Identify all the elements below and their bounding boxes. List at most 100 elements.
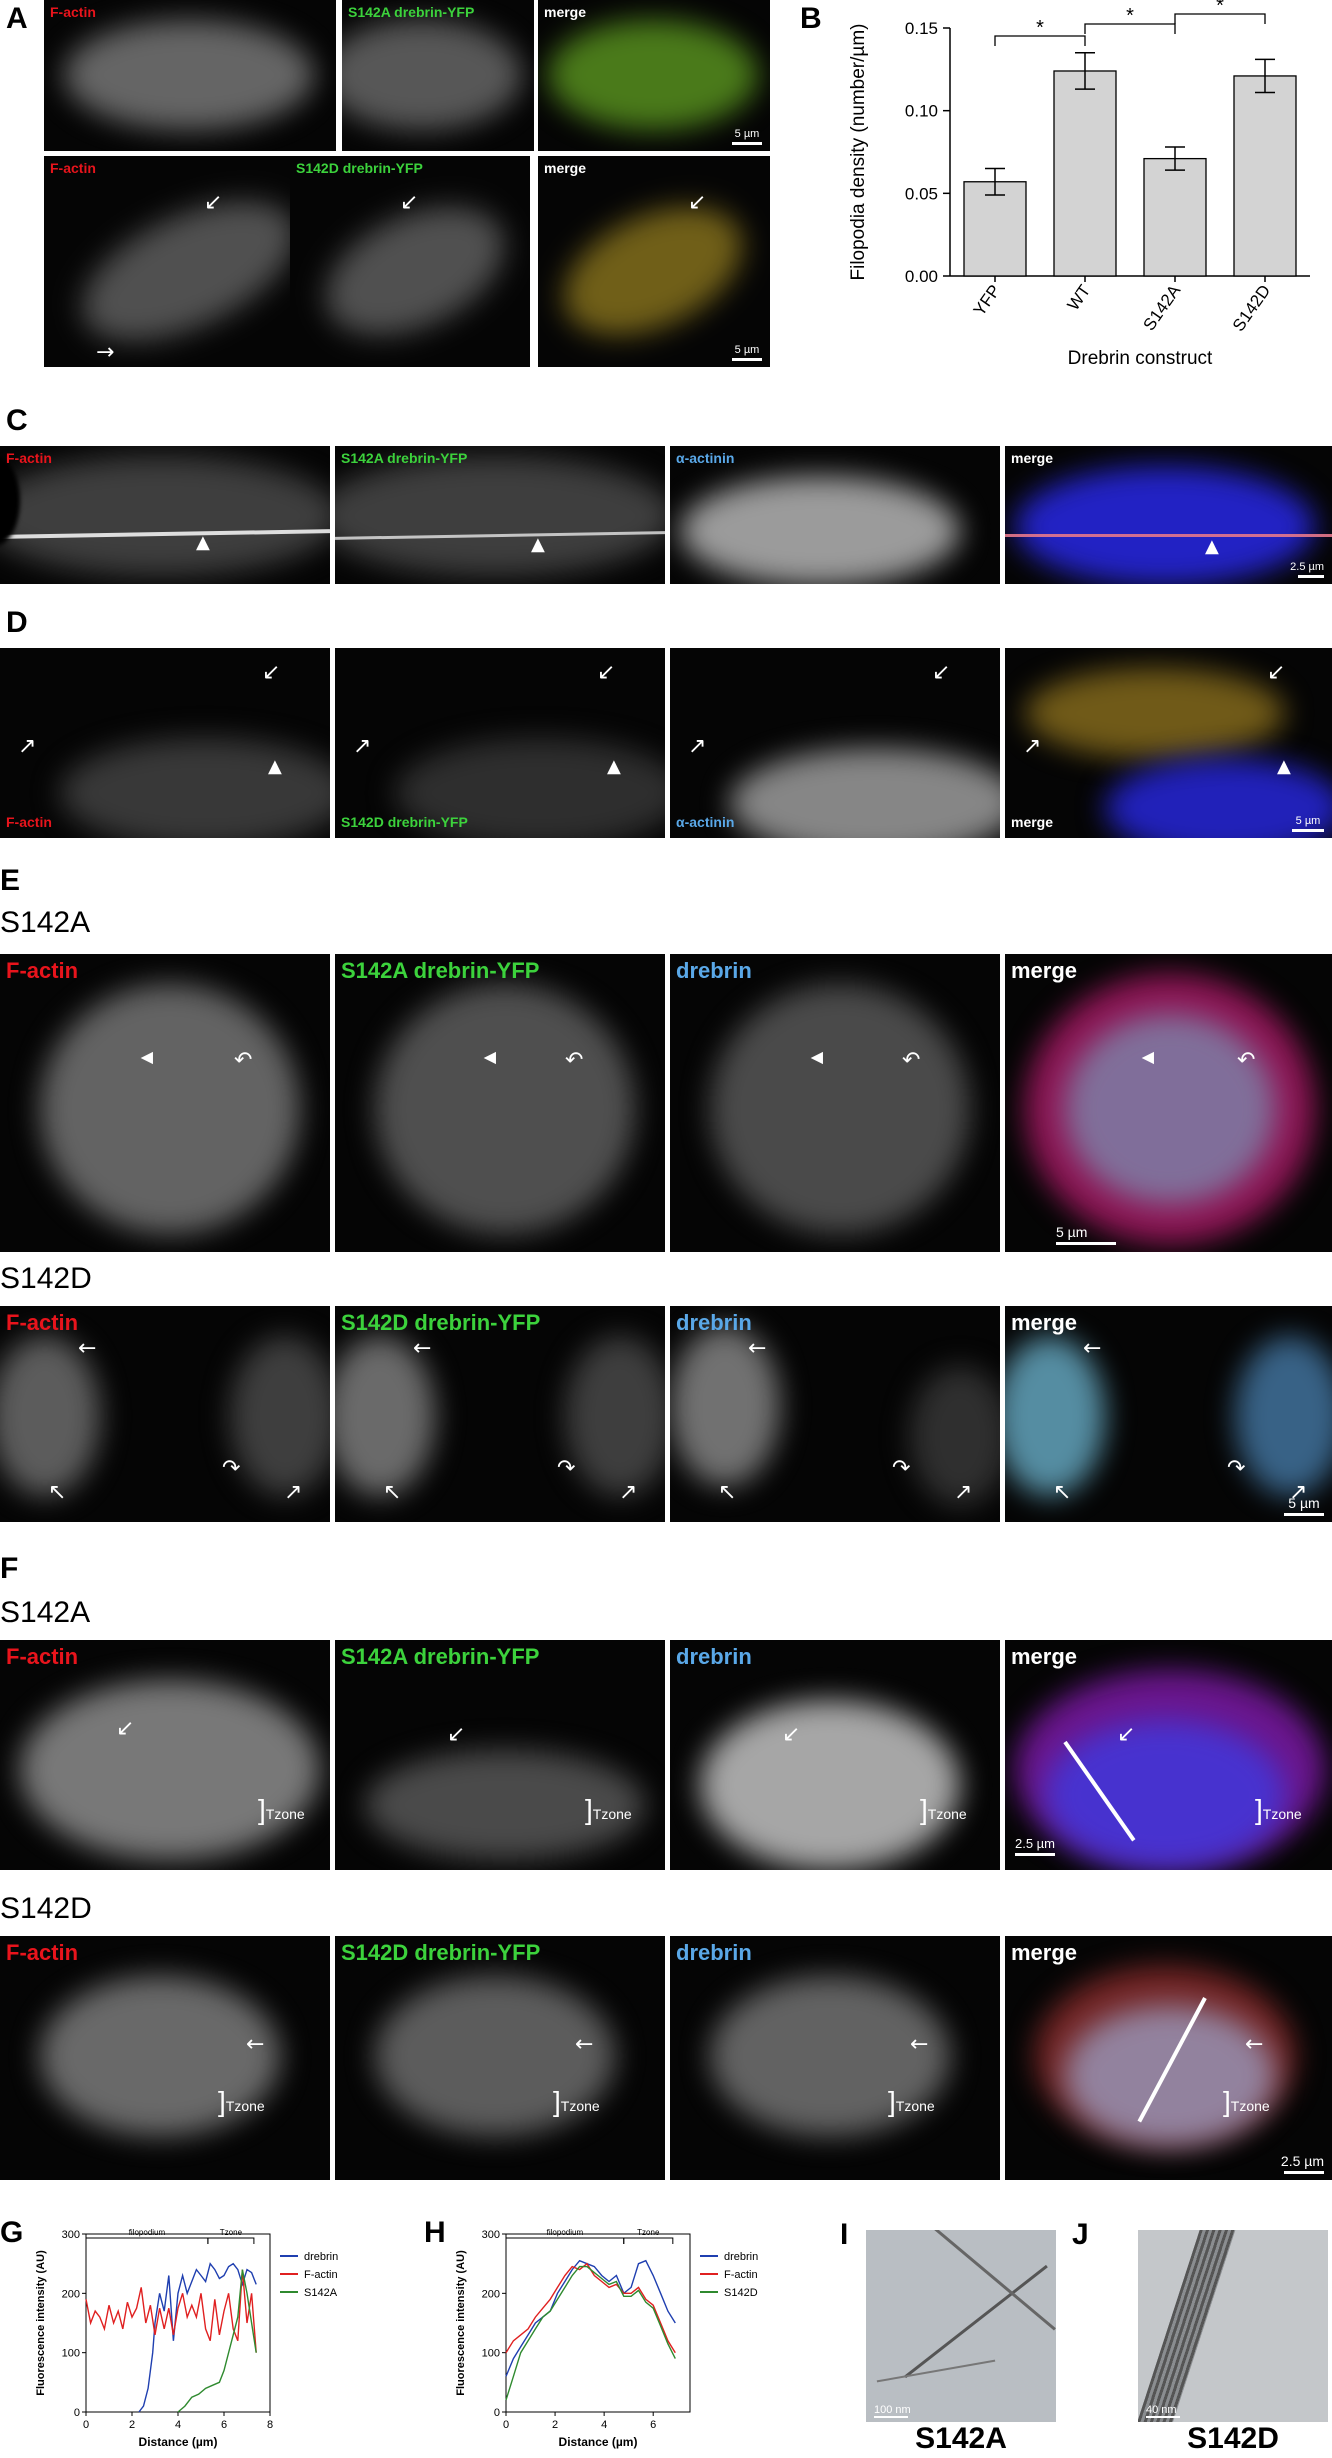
region-label: Tzone bbox=[220, 2228, 243, 2237]
arrowhead-icon: ▲ bbox=[1205, 538, 1219, 556]
legend-label: drebrin bbox=[724, 2251, 758, 2263]
bar bbox=[1054, 71, 1116, 276]
scale-bar: 2.5 µm bbox=[1290, 561, 1324, 578]
channel-label: F-actin bbox=[6, 450, 52, 466]
channel-label: F-actin bbox=[6, 1644, 78, 1670]
y-tick-label: 0.10 bbox=[905, 102, 938, 121]
x-tick-label: 2 bbox=[129, 2419, 135, 2431]
row-title: S142D bbox=[0, 1892, 92, 1926]
y-tick-label: 0 bbox=[74, 2407, 80, 2419]
channel-label: merge bbox=[544, 4, 586, 20]
arrowhead-icon: ▲ bbox=[1277, 758, 1291, 776]
channel-label: merge bbox=[1011, 1940, 1077, 1966]
micrograph-a-merge-s142d: merge ↙ 5 µm bbox=[538, 156, 770, 367]
tzone-label: ]Tzone bbox=[553, 2086, 600, 2118]
panel-letter-h: H bbox=[424, 2216, 446, 2250]
panel-letter-a: A bbox=[6, 2, 28, 36]
region-label: Tzone bbox=[637, 2228, 660, 2237]
arrowhead-icon: ▲ bbox=[808, 1052, 824, 1064]
arrow-icon: ↗ bbox=[353, 736, 371, 758]
bar bbox=[964, 182, 1026, 276]
x-tick-label: WT bbox=[1064, 281, 1095, 314]
channel-label: S142D drebrin-YFP bbox=[341, 814, 468, 830]
y-tick-label: 300 bbox=[62, 2229, 80, 2241]
arrow-icon: ↙ bbox=[688, 192, 706, 214]
row-title: S142A bbox=[0, 906, 90, 940]
arrow-icon: ← bbox=[1245, 2034, 1263, 2056]
channel-label: S142A drebrin-YFP bbox=[341, 1644, 539, 1670]
arrow-icon: ↖ bbox=[48, 1482, 66, 1504]
arrow-icon: ↗ bbox=[688, 736, 706, 758]
legend-label: F-actin bbox=[724, 2269, 758, 2281]
x-tick-label: 0 bbox=[83, 2419, 89, 2431]
legend-label: S142D bbox=[724, 2287, 758, 2299]
micrograph-e-merge-s142d: merge ← ↖ ↗ ↷ 5 µm bbox=[1005, 1306, 1332, 1522]
channel-label: α-actinin bbox=[676, 450, 734, 466]
scale-bar: 2.5 µm bbox=[1281, 2153, 1324, 2174]
curved-arrow-icon: ↶ bbox=[1237, 1050, 1255, 1072]
x-tick-label: S142A bbox=[1139, 281, 1184, 334]
series-line bbox=[506, 2264, 675, 2353]
micrograph-e-factin-s142d: F-actin ← ↖ ↗ ↷ bbox=[0, 1306, 330, 1522]
y-tick-label: 300 bbox=[482, 2229, 500, 2241]
scale-bar: 5 µm bbox=[1056, 1224, 1116, 1245]
x-tick-label: 8 bbox=[267, 2419, 273, 2431]
micrograph-e-factin-s142a: F-actin ▲ ↶ bbox=[0, 954, 330, 1252]
arrow-icon: ↖ bbox=[1053, 1482, 1071, 1504]
arrow-icon: ← bbox=[246, 2034, 264, 2056]
arrow-icon: ↙ bbox=[447, 1724, 465, 1746]
micrograph-f-factin-s142d: F-actin ← ]Tzone bbox=[0, 1936, 330, 2180]
arrowhead-icon: ▲ bbox=[531, 536, 545, 554]
chart-g-profile-s142a: 01002003000 2 4 6 8filopodium TzonedrebrinF-a… bbox=[30, 2220, 430, 2452]
micrograph-a-yfp-s142a: S142A drebrin-YFP bbox=[342, 0, 534, 151]
arrow-icon: ↙ bbox=[1117, 1724, 1135, 1746]
channel-label: S142A drebrin-YFP bbox=[341, 450, 467, 466]
row-title: S142D bbox=[0, 1262, 92, 1296]
panel-letter-c: C bbox=[6, 404, 28, 438]
micrograph-d-alpha-actinin: α-actinin ↙ ↗ bbox=[670, 648, 1000, 838]
scale-bar: 2.5 µm bbox=[1015, 1836, 1055, 1856]
micrograph-e-yfp-s142a: S142A drebrin-YFP ▲ ↶ bbox=[335, 954, 665, 1252]
channel-label: merge bbox=[1011, 814, 1053, 830]
micrograph-a-merge-s142a: merge 5 µm bbox=[538, 0, 770, 151]
x-axis-label: Distance (µm) bbox=[139, 2435, 218, 2449]
panel-letter-d: D bbox=[6, 606, 28, 640]
y-tick-label: 0.05 bbox=[905, 184, 938, 203]
micrograph-c-factin: F-actin ▲ bbox=[0, 446, 330, 584]
x-axis-label: Distance (µm) bbox=[559, 2435, 638, 2449]
x-tick-label: 4 bbox=[601, 2419, 607, 2431]
arrowhead-icon: ▲ bbox=[268, 758, 282, 776]
legend-label: drebrin bbox=[304, 2251, 338, 2263]
scale-bar: 40 nm bbox=[1146, 2404, 1180, 2418]
tzone-label: ]Tzone bbox=[585, 1794, 632, 1826]
arrowhead-icon: ▲ bbox=[607, 758, 621, 776]
scale-bar: 5 µm bbox=[1292, 815, 1324, 832]
scale-bar: 5 µm bbox=[732, 344, 762, 361]
arrow-icon: ↙ bbox=[597, 662, 615, 684]
series-line bbox=[506, 2261, 675, 2377]
arrow-icon: ← bbox=[748, 1338, 766, 1360]
y-tick-label: 0 bbox=[494, 2407, 500, 2419]
arrow-icon: ↙ bbox=[116, 1718, 134, 1740]
region-bracket bbox=[208, 2238, 254, 2244]
channel-label: S142D drebrin-YFP bbox=[341, 1940, 540, 1966]
arrow-icon: ↗ bbox=[284, 1482, 302, 1504]
arrow-icon: ← bbox=[1083, 1338, 1101, 1360]
y-tick-label: 200 bbox=[482, 2288, 500, 2300]
channel-label: drebrin bbox=[676, 1940, 752, 1966]
region-bracket bbox=[624, 2238, 673, 2244]
micrograph-d-yfp: S142D drebrin-YFP ↙ ↗ ▲ bbox=[335, 648, 665, 838]
significance-star: * bbox=[1216, 0, 1224, 17]
channel-label: drebrin bbox=[676, 1310, 752, 1336]
channel-label: S142A drebrin-YFP bbox=[348, 4, 474, 20]
channel-label: F-actin bbox=[50, 160, 96, 176]
significance-star: * bbox=[1036, 17, 1044, 39]
panel-letter-e: E bbox=[0, 864, 20, 898]
channel-label: S142D drebrin-YFP bbox=[296, 160, 423, 176]
channel-label: F-actin bbox=[50, 4, 96, 20]
series-line bbox=[506, 2267, 675, 2401]
arrow-icon: → bbox=[96, 342, 114, 364]
electron-micrograph-s142d: 40 nm bbox=[1138, 2230, 1328, 2422]
channel-label: drebrin bbox=[676, 958, 752, 984]
scale-bar: 5 µm bbox=[732, 128, 762, 145]
